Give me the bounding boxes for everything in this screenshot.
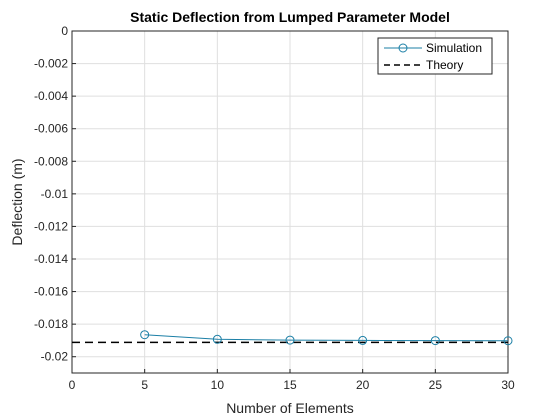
y-tick-label: -0.004: [34, 89, 68, 103]
simulation-point: [430, 336, 440, 346]
legend-box: [377, 37, 493, 75]
y-tick-label: 0: [61, 24, 68, 38]
y-axis-label: Deflection (m): [9, 158, 25, 245]
x-tick-label: 5: [141, 378, 148, 392]
legend: Simulation Theory: [377, 37, 493, 75]
y-tick-label: -0.01: [41, 187, 69, 201]
chart-title: Static Deflection from Lumped Parameter …: [130, 9, 450, 25]
x-axis-label: Number of Elements: [226, 400, 354, 416]
x-tick-label: 20: [356, 378, 370, 392]
legend-simulation-marker: [398, 43, 408, 53]
simulation-point: [503, 336, 513, 346]
simulation-point: [358, 335, 368, 345]
y-tick-label: -0.014: [34, 252, 68, 266]
y-tick-label: -0.002: [34, 57, 68, 71]
series-layer: [72, 330, 513, 346]
axis-ticks: 0 5 10 15 20 25 30 0 -0.002 -0.004 -0.006 -0.008 -0.…: [34, 24, 515, 392]
y-tick-label: -0.016: [34, 285, 68, 299]
x-tick-label: 10: [211, 378, 225, 392]
x-tick-label: 25: [429, 378, 443, 392]
x-tick-label: 15: [283, 378, 297, 392]
x-tick-label: 0: [69, 378, 76, 392]
y-tick-label: -0.02: [41, 350, 69, 364]
simulation-point: [285, 335, 295, 345]
simulation-point: [140, 330, 150, 340]
simulation-line: [144, 334, 509, 342]
y-tick-label: -0.008: [34, 154, 68, 168]
simulation-point: [212, 334, 222, 344]
legend-theory-label: Theory: [426, 58, 463, 72]
y-tick-label: -0.006: [34, 122, 68, 136]
legend-simulation-label: Simulation: [426, 41, 482, 55]
x-tick-label: 30: [501, 378, 515, 392]
y-tick-label: -0.012: [34, 219, 68, 233]
y-tick-label: -0.018: [34, 317, 68, 331]
